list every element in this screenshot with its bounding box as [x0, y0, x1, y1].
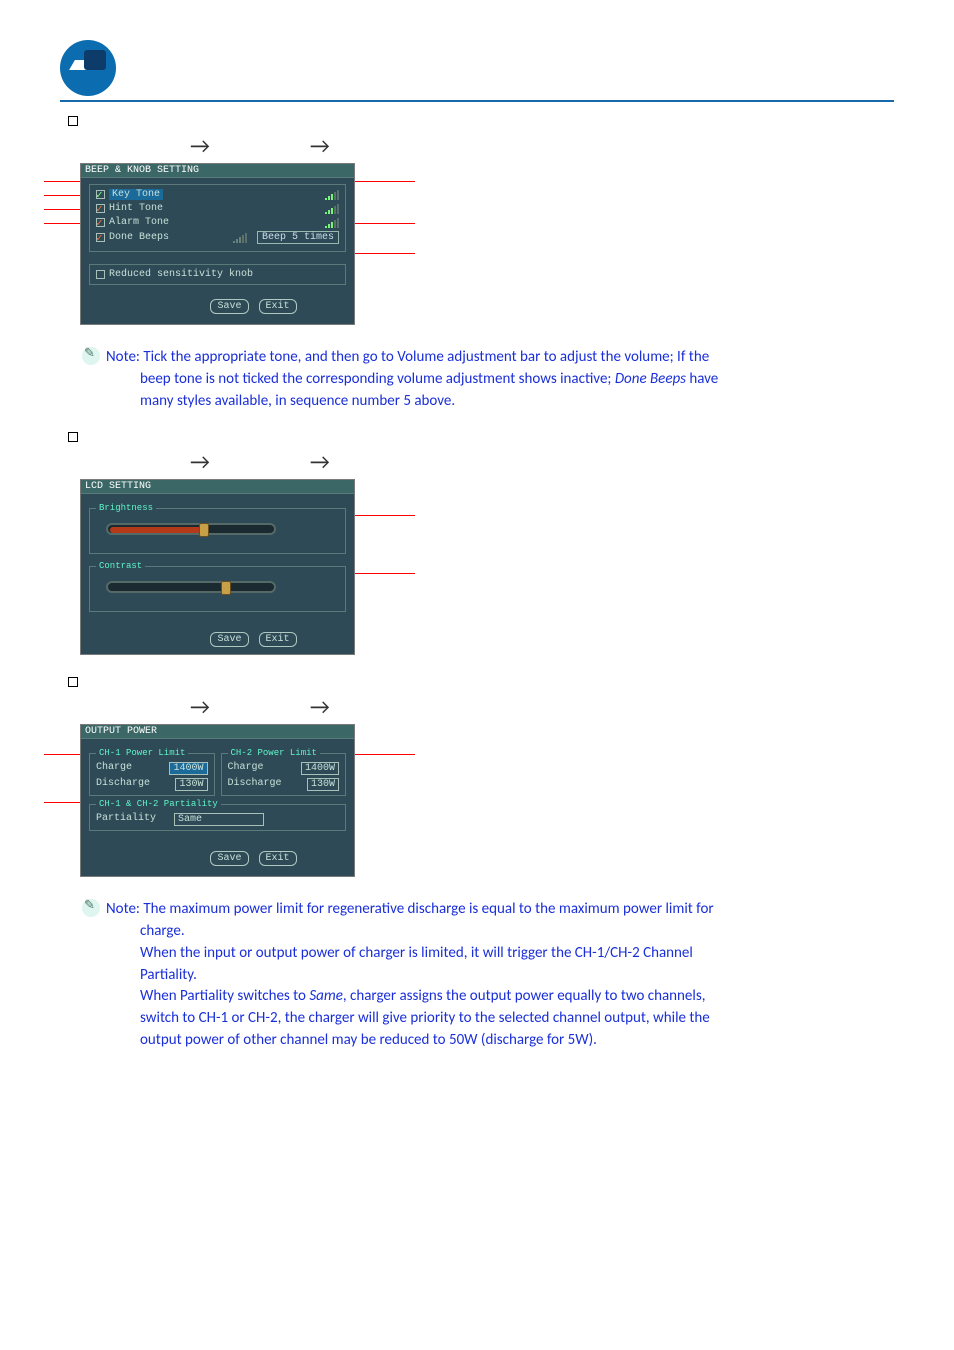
brightness-label: Brightness	[96, 503, 156, 513]
callout-line	[44, 181, 80, 182]
charge-label: Charge	[96, 762, 132, 775]
checkbox-icon[interactable]	[96, 190, 105, 199]
volume-bars[interactable]	[325, 218, 339, 228]
partiality-value[interactable]: Same	[174, 813, 264, 826]
callout-line	[44, 195, 80, 196]
save-button[interactable]: Save	[210, 632, 248, 647]
lcd-panel: LCD SETTING Brightness Contrast	[80, 479, 355, 655]
volume-bars[interactable]	[325, 190, 339, 200]
section-bullet-1	[0, 114, 954, 132]
lcd-panel-wrap: LCD SETTING Brightness Contrast	[80, 479, 954, 655]
exit-button[interactable]: Exit	[259, 851, 297, 866]
header-divider	[60, 100, 894, 102]
hint-tone-row[interactable]: Hint Tone	[96, 203, 339, 214]
ch2-charge-value[interactable]: 1400W	[301, 762, 339, 775]
reduced-sensitivity-label: Reduced sensitivity knob	[109, 269, 253, 280]
callout-line	[44, 209, 80, 210]
partiality-legend: CH-1 & CH-2 Partiality	[96, 799, 221, 809]
save-button[interactable]: Save	[210, 299, 248, 314]
callout-line	[355, 515, 415, 516]
ch1-discharge-value[interactable]: 130W	[175, 778, 207, 791]
ch2-legend: CH-2 Power Limit	[228, 748, 320, 758]
note-text: Note: The maximum power limit for regene…	[106, 899, 714, 1051]
partiality-label: Partiality	[96, 813, 156, 826]
discharge-label: Discharge	[96, 778, 150, 791]
alarm-tone-label: Alarm Tone	[109, 217, 169, 228]
callout-line	[355, 573, 415, 574]
alarm-tone-row[interactable]: Alarm Tone	[96, 217, 339, 228]
panel-title: LCD SETTING	[81, 480, 354, 494]
brightness-slider[interactable]	[106, 523, 276, 535]
arrows-row-1: →→	[0, 132, 954, 159]
callout-line	[44, 223, 80, 224]
charge-label: Charge	[228, 762, 264, 775]
power-panel-wrap: OUTPUT POWER CH-1 Power Limit Charge 140…	[80, 724, 954, 877]
hint-tone-label: Hint Tone	[109, 203, 163, 214]
pencil-note-icon	[82, 347, 100, 365]
panel-title: OUTPUT POWER	[81, 725, 354, 739]
ch1-legend: CH-1 Power Limit	[96, 748, 188, 758]
ch1-charge-value[interactable]: 1400W	[169, 762, 207, 775]
panel-title: BEEP & KNOB SETTING	[81, 164, 354, 178]
output-power-panel: OUTPUT POWER CH-1 Power Limit Charge 140…	[80, 724, 355, 877]
callout-line	[355, 181, 415, 182]
section-bullet-3	[0, 675, 954, 693]
volume-bars[interactable]	[325, 204, 339, 214]
contrast-label: Contrast	[96, 561, 145, 571]
checkbox-icon[interactable]	[96, 204, 105, 213]
contrast-slider[interactable]	[106, 581, 276, 593]
beep-knob-panel: BEEP & KNOB SETTING Key Tone Hint Tone	[80, 163, 355, 325]
checkbox-icon[interactable]	[96, 233, 105, 242]
beep-count-value[interactable]: Beep 5 times	[257, 231, 339, 244]
checkbox-icon[interactable]	[96, 270, 105, 279]
key-tone-label: Key Tone	[109, 189, 163, 200]
ch2-discharge-value[interactable]: 130W	[307, 778, 339, 791]
callout-line	[355, 223, 415, 224]
callout-line	[44, 802, 80, 803]
done-beeps-label: Done Beeps	[109, 232, 169, 243]
save-button[interactable]: Save	[210, 851, 248, 866]
callout-line	[355, 253, 415, 254]
callout-line	[355, 754, 415, 755]
page-header	[0, 0, 954, 96]
logo-icon	[60, 40, 116, 96]
section-bullet-2	[0, 430, 954, 448]
discharge-label: Discharge	[228, 778, 282, 791]
exit-button[interactable]: Exit	[259, 632, 297, 647]
arrows-row-2: →→	[0, 448, 954, 475]
pencil-note-icon	[82, 899, 100, 917]
exit-button[interactable]: Exit	[259, 299, 297, 314]
arrows-row-3: →→	[0, 693, 954, 720]
note-text: Note: Tick the appropriate tone, and the…	[106, 347, 718, 412]
callout-line	[44, 754, 80, 755]
done-beeps-row[interactable]: Done Beeps Beep 5 times	[96, 231, 339, 244]
checkbox-icon[interactable]	[96, 218, 105, 227]
key-tone-row[interactable]: Key Tone	[96, 189, 339, 200]
beep-panel-wrap: BEEP & KNOB SETTING Key Tone Hint Tone	[80, 163, 954, 325]
volume-bars[interactable]	[233, 233, 247, 243]
